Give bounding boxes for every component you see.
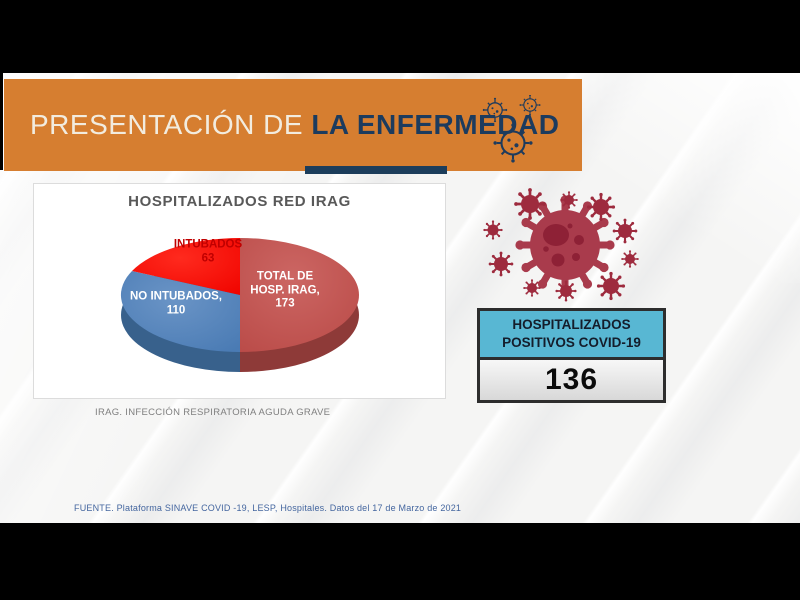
pie-slice-intubados [132, 238, 240, 295]
left-edge-strip [0, 73, 3, 170]
main-virus-body [515, 195, 615, 295]
stat-box-hospitalized-positives: HOSPITALIZADOS POSITIVOS COVID-19 136 [477, 308, 666, 404]
coronavirus-illustration [482, 186, 640, 303]
stat-box-value: 136 [480, 360, 663, 401]
page-title-prefix: PRESENTACIÓN DE [30, 109, 312, 140]
header-bar: PRESENTACIÓN DE LA ENFERMEDAD [4, 79, 582, 171]
pie-label-total-hosp-irag: TOTAL DE HOSP. IRAG, 173 [250, 270, 320, 310]
chart-title: HOSPITALIZADOS RED IRAG [128, 193, 351, 210]
page-title: PRESENTACIÓN DE LA ENFERMEDAD [4, 109, 559, 141]
chart-footnote: IRAG. INFECCIÓN RESPIRATORIA AGUDA GRAVE [95, 407, 331, 418]
page-title-emphasis: LA ENFERMEDAD [311, 109, 560, 140]
pie-chart [120, 238, 359, 372]
virus-outline-icons [482, 95, 542, 164]
pie-slice-total-hosp-irag [240, 238, 359, 352]
source-text: FUENTE. Plataforma SINAVE COVID -19, LES… [74, 503, 462, 513]
stat-box-label: HOSPITALIZADOS POSITIVOS COVID-19 [480, 311, 663, 361]
pie-label-no-intubados: NO INTUBADOS, 110 [130, 290, 222, 316]
accent-bar [305, 166, 447, 174]
chart-panel: HOSPITALIZADOS RED IRAG TOTAL DE HOS [33, 183, 446, 399]
slide-background: PRESENTACIÓN DE LA ENFERMEDAD [0, 73, 800, 523]
pie-label-intubados: INTUBADOS 63 [173, 238, 243, 264]
pie-slice-no-intubados [120, 271, 240, 352]
